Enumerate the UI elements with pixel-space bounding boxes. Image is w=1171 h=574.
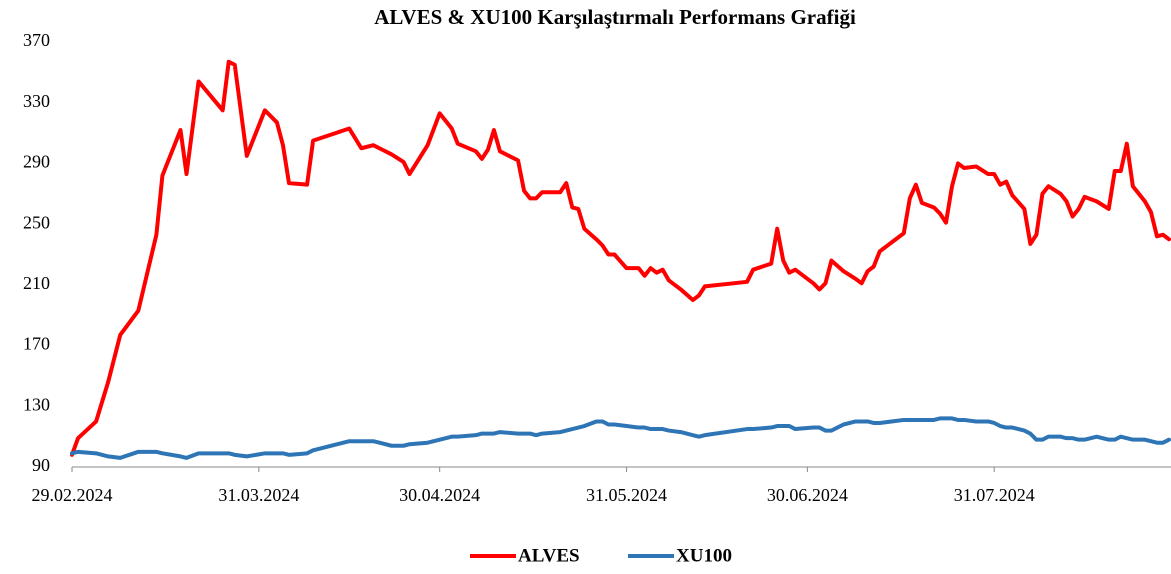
y-tick-label: 250 [23, 212, 50, 232]
x-tick-label: 30.04.2024 [399, 485, 480, 505]
x-tick-label: 31.03.2024 [218, 485, 299, 505]
y-tick-label: 330 [23, 91, 50, 111]
y-tick-label: 290 [23, 152, 50, 172]
x-tick-label: 29.02.2024 [32, 485, 113, 505]
series-line [70, 59, 1171, 457]
y-tick-label: 130 [23, 394, 50, 414]
y-tick-label: 170 [23, 334, 50, 354]
y-tick-label: 210 [23, 273, 50, 293]
legend-label: XU100 [676, 545, 732, 566]
series-line [70, 416, 1171, 460]
x-tick-label: 30.06.2024 [767, 485, 848, 505]
legend-label: ALVES [518, 545, 580, 566]
x-tick-label: 31.05.2024 [586, 485, 667, 505]
x-tick-label: 31.07.2024 [954, 485, 1035, 505]
y-tick-label: 90 [32, 455, 50, 475]
chart-title: ALVES & XU100 Karşılaştırmalı Performans… [374, 5, 856, 29]
y-tick-label: 370 [23, 30, 50, 50]
